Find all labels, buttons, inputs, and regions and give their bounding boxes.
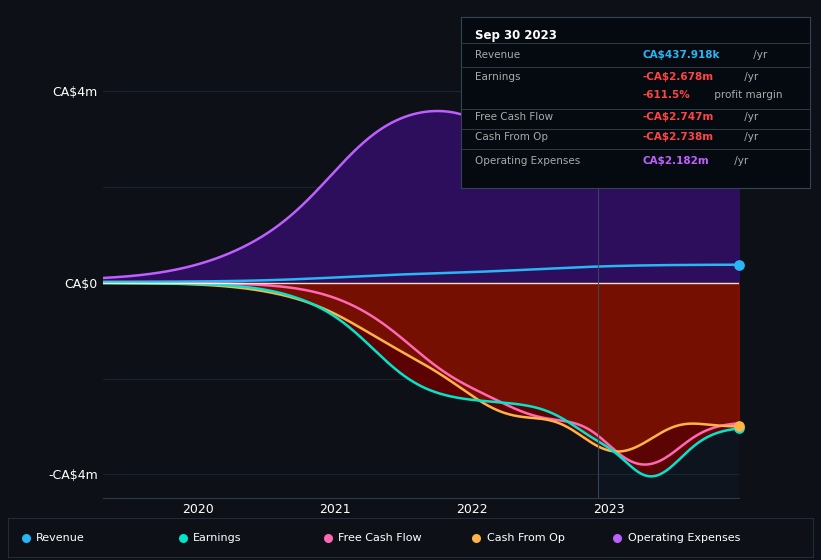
Text: Free Cash Flow: Free Cash Flow [475,111,553,122]
Point [732,260,745,269]
Text: Operating Expenses: Operating Expenses [475,156,580,166]
Text: -CA$2.738m: -CA$2.738m [643,132,714,142]
Text: CA$2.182m: CA$2.182m [643,156,709,166]
Point [611,533,624,542]
Point [732,422,745,431]
Text: Revenue: Revenue [36,533,85,543]
Text: Revenue: Revenue [475,50,521,60]
Text: Earnings: Earnings [475,72,521,82]
Bar [598,67,807,498]
Point [732,424,745,433]
Point [732,171,745,180]
Point [20,533,33,542]
Text: -611.5%: -611.5% [643,90,690,100]
Text: /yr: /yr [750,50,768,60]
Point [470,533,483,542]
Text: Earnings: Earnings [193,533,241,543]
Text: -CA$2.747m: -CA$2.747m [643,111,714,122]
Text: Cash From Op: Cash From Op [475,132,548,142]
Text: Cash From Op: Cash From Op [487,533,565,543]
Text: CA$437.918k: CA$437.918k [643,50,720,60]
Text: /yr: /yr [731,156,748,166]
Text: /yr: /yr [741,72,758,82]
Point [177,533,190,542]
Text: Free Cash Flow: Free Cash Flow [338,533,422,543]
Text: /yr: /yr [741,132,758,142]
Point [321,533,334,542]
Text: Operating Expenses: Operating Expenses [628,533,740,543]
Text: Sep 30 2023: Sep 30 2023 [475,29,557,42]
Text: /yr: /yr [741,111,758,122]
Text: profit margin: profit margin [711,90,782,100]
Text: -CA$2.678m: -CA$2.678m [643,72,714,82]
